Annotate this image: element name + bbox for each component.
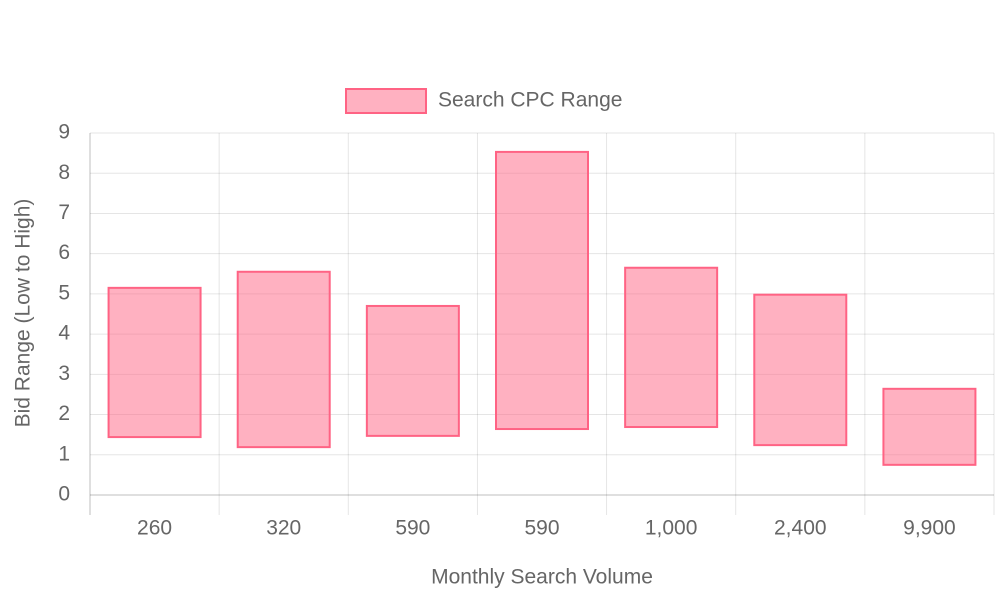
y-tick-label: 7 bbox=[58, 201, 70, 224]
y-tick-label: 0 bbox=[58, 483, 70, 506]
x-tick-label: 320 bbox=[266, 517, 301, 540]
y-tick-label: 9 bbox=[58, 121, 70, 144]
bar bbox=[365, 304, 460, 437]
bar bbox=[624, 266, 719, 429]
x-tick-label: 260 bbox=[137, 517, 172, 540]
legend-swatch bbox=[345, 88, 427, 114]
y-axis-title: Bid Range (Low to High) bbox=[12, 199, 35, 428]
bar bbox=[236, 270, 331, 449]
legend-label: Search CPC Range bbox=[438, 89, 622, 112]
y-tick-label: 1 bbox=[58, 442, 70, 465]
bar bbox=[495, 150, 589, 431]
y-tick-label: 6 bbox=[58, 241, 70, 264]
y-tick-label: 2 bbox=[58, 402, 70, 425]
x-axis-title: Monthly Search Volume bbox=[431, 566, 653, 589]
y-tick-label: 5 bbox=[58, 281, 70, 304]
y-tick-label: 3 bbox=[58, 362, 70, 385]
x-tick-label: 590 bbox=[524, 517, 559, 540]
y-tick-label: 4 bbox=[58, 322, 70, 345]
y-tick-label: 8 bbox=[58, 161, 70, 184]
bar bbox=[107, 286, 202, 439]
x-tick-label: 1,000 bbox=[645, 517, 698, 540]
bar bbox=[882, 387, 977, 466]
x-tick-label: 2,400 bbox=[774, 517, 827, 540]
bar bbox=[753, 293, 848, 447]
x-tick-label: 590 bbox=[395, 517, 430, 540]
x-tick-label: 9,900 bbox=[903, 517, 956, 540]
